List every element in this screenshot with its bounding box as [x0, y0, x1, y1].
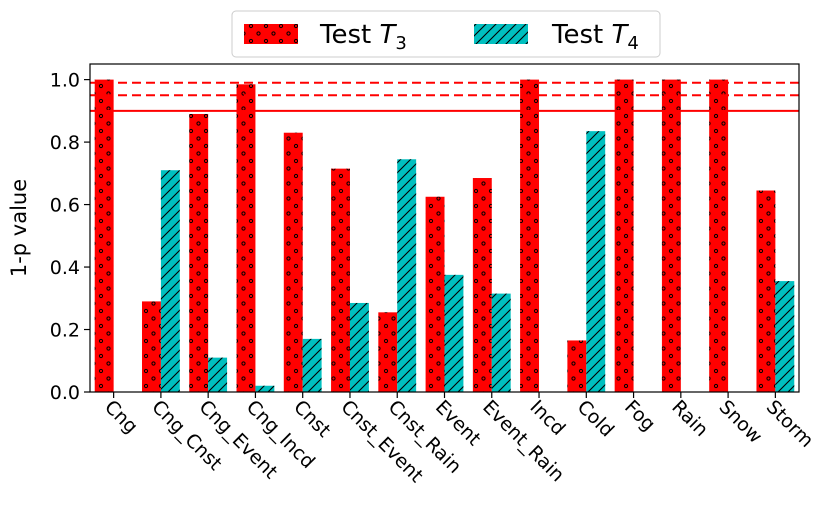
x-tick-label: Cold [573, 396, 618, 441]
bar-t4-event [444, 274, 464, 392]
legend: Test T3 Test T4 [231, 10, 661, 58]
bar-t3-cng-event [189, 113, 209, 392]
x-tick-label: Rain [667, 396, 712, 441]
legend-label: Test T3 [319, 20, 407, 54]
bar-t3-rain [661, 79, 681, 392]
y-tick-label: 0.8 [50, 132, 80, 154]
bar-t3-fog [614, 79, 634, 392]
bar-t4-storm [775, 281, 795, 392]
x-tick-label: Snow [715, 396, 767, 448]
bar-t3-cold [567, 340, 587, 392]
bar-t4-cnst [302, 338, 322, 392]
bar-t3-event [425, 196, 445, 392]
x-tick-label: Cng [100, 396, 142, 438]
bar-t4-cnst-rain [397, 159, 417, 392]
bar-t3-cnst-rain [378, 312, 398, 392]
bar-t3-incd [520, 79, 540, 392]
y-tick-label: 0.4 [50, 257, 80, 279]
bar-t3-cng [94, 79, 114, 392]
y-tick-label: 0.0 [50, 382, 80, 404]
legend-label: Test T4 [551, 20, 639, 54]
bar-t3-cnst [283, 132, 303, 392]
legend-frame [231, 10, 661, 58]
legend-entry-t4: Test T4 [474, 20, 639, 54]
bar-t4-cnst-event [349, 302, 369, 392]
bar-t3-cnst-event [331, 168, 350, 392]
bar-t4-cng-incd [255, 385, 275, 392]
bar-t3-cng-incd [236, 84, 256, 393]
y-tick-label: 0.2 [50, 320, 80, 342]
x-tick-label: Fog [620, 396, 660, 436]
x-tick-label: Storm [762, 396, 818, 452]
y-tick-label: 0.6 [50, 195, 80, 217]
bar-t3-event-rain [472, 178, 492, 392]
bar-t4-event-rain [491, 293, 511, 392]
bar-t4-cng-cnst [160, 170, 180, 392]
y-axis-title: 1-p value [7, 179, 31, 277]
bar-t3-storm [756, 190, 776, 392]
bar-t3-cng-cnst [141, 301, 161, 392]
bar-t3-snow [709, 79, 729, 392]
bar-t4-cng-event [208, 357, 228, 392]
legend-entry-t3: Test T3 [244, 20, 407, 54]
bar-t4-cold [586, 131, 606, 392]
y-tick-label: 1.0 [50, 70, 80, 92]
